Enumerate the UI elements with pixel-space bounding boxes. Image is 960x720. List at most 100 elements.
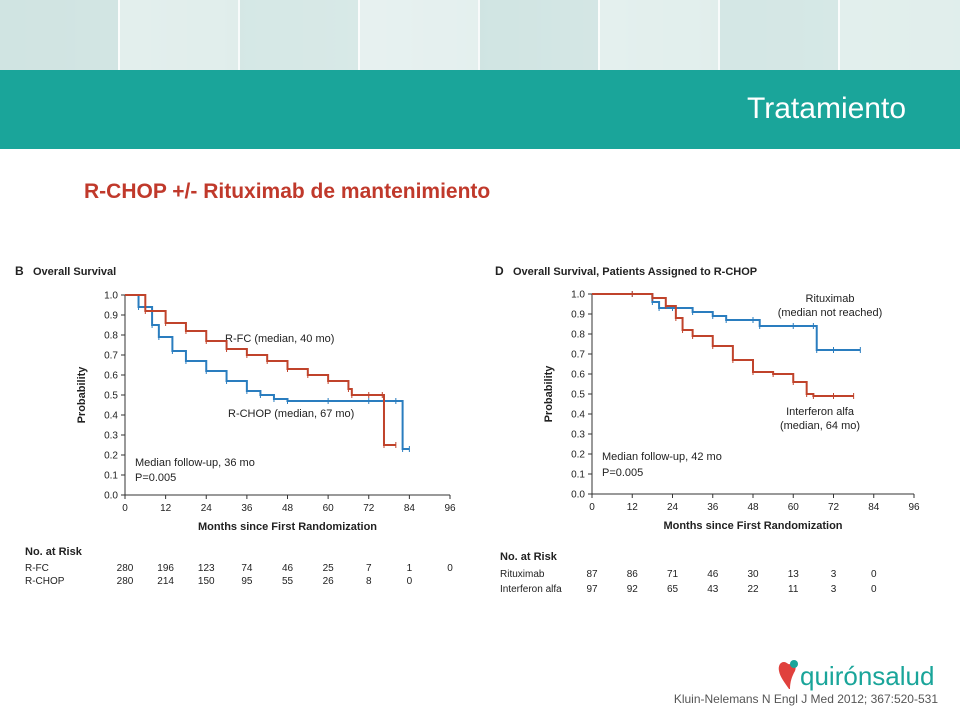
y-axis-label: Probability (76, 366, 88, 424)
slide-title: Tratamiento (747, 92, 906, 125)
risk-value: 8 (366, 576, 372, 587)
x-tick-label: 24 (667, 502, 679, 513)
risk-value: 86 (627, 569, 639, 580)
survival-curve-1 (125, 294, 410, 450)
risk-row-name: Rituximab (500, 569, 545, 580)
risk-row-name: Interferon alfa (500, 584, 562, 595)
risk-value: 11 (788, 584, 799, 595)
y-tick-label: 0.7 (104, 351, 118, 362)
risk-value: 87 (586, 569, 598, 580)
risk-value: 150 (198, 576, 215, 587)
annotation-text: Median follow-up, 42 mo (602, 451, 722, 463)
series-label: Interferon alfa (786, 406, 855, 418)
annotation-text: P=0.005 (602, 467, 643, 479)
risk-value: 0 (407, 576, 413, 587)
risk-value: 22 (747, 584, 759, 595)
risk-value: 92 (627, 584, 639, 595)
risk-value: 26 (323, 576, 335, 587)
x-tick-label: 60 (788, 502, 800, 513)
slide-subtitle: R-CHOP +/- Rituximab de mantenimiento (84, 180, 491, 203)
y-tick-label: 1.0 (104, 291, 118, 302)
photo-tile (600, 0, 720, 70)
risk-value: 3 (831, 584, 837, 595)
risk-value: 280 (117, 576, 134, 587)
y-tick-label: 0.3 (104, 431, 118, 442)
risk-value: 43 (707, 584, 719, 595)
chart-panel-d: D Overall Survival, Patients Assigned to … (495, 264, 920, 595)
risk-row-name: R-FC (25, 563, 49, 574)
y-tick-label: 0.2 (571, 450, 585, 461)
x-tick-label: 0 (589, 502, 595, 513)
series-label: Rituximab (806, 293, 855, 305)
risk-value: 0 (871, 569, 877, 580)
risk-value: 3 (831, 569, 837, 580)
y-tick-label: 0.4 (571, 410, 585, 421)
y-tick-label: 0.1 (571, 470, 585, 481)
risk-value: 97 (586, 584, 598, 595)
annotation-text: Median follow-up, 36 mo (135, 457, 255, 469)
photo-tile (120, 0, 240, 70)
y-tick-label: 0.3 (571, 430, 585, 441)
y-tick-label: 0.6 (571, 370, 585, 381)
chart-panel-b: B Overall Survival 0.0 0.1 0.2 0.3 0.4 0.5 0.6 0.… (15, 264, 456, 587)
risk-table-header: No. at Risk (500, 551, 558, 563)
risk-value: 71 (667, 569, 679, 580)
y-tick-label: 0.1 (104, 471, 118, 482)
series-label: R-FC (median, 40 mo) (225, 333, 334, 345)
risk-value: 123 (198, 563, 215, 574)
risk-value: 55 (282, 576, 294, 587)
x-tick-label: 72 (828, 502, 840, 513)
x-tick-label: 24 (201, 503, 213, 514)
y-tick-label: 0.8 (571, 330, 585, 341)
survival-curve-1 (592, 293, 861, 351)
series-label: (median not reached) (778, 307, 883, 319)
x-tick-label: 84 (404, 503, 416, 514)
photo-tile (360, 0, 480, 70)
photo-tile (240, 0, 360, 70)
panel-letter: D (495, 264, 504, 278)
y-tick-label: 0.0 (104, 491, 118, 502)
x-tick-label: 12 (160, 503, 172, 514)
risk-value: 1 (407, 563, 413, 574)
y-tick-label: 0.9 (104, 311, 118, 322)
y-tick-label: 0.6 (104, 371, 118, 382)
y-tick-label: 0.4 (104, 411, 118, 422)
survival-curve-2 (592, 293, 854, 397)
y-tick-label: 0.5 (104, 391, 118, 402)
chart-title: Overall Survival, Patients Assigned to R… (513, 266, 757, 278)
y-tick-label: 0.9 (571, 310, 585, 321)
x-tick-label: 0 (122, 503, 128, 514)
x-tick-label: 96 (444, 503, 456, 514)
title-band (0, 70, 960, 149)
x-tick-label: 48 (747, 502, 759, 513)
x-tick-label: 48 (282, 503, 294, 514)
panel-letter: B (15, 264, 24, 278)
y-tick-label: 0.0 (571, 490, 585, 501)
risk-table-header: No. at Risk (25, 546, 83, 558)
photo-tile (720, 0, 840, 70)
risk-value: 280 (117, 563, 134, 574)
survival-curve-2 (125, 294, 396, 446)
series-label: R-CHOP (median, 67 mo) (228, 408, 354, 420)
risk-value: 0 (447, 563, 453, 574)
chart-title: Overall Survival (33, 266, 116, 278)
photo-tile (0, 0, 120, 70)
y-tick-label: 0.7 (571, 350, 585, 361)
quironsalud-logo: quirónsalud (778, 660, 934, 691)
risk-value: 65 (667, 584, 679, 595)
risk-value: 196 (157, 563, 174, 574)
risk-row-name: R-CHOP (25, 576, 65, 587)
x-tick-label: 36 (707, 502, 719, 513)
x-axis-label: Months since First Randomization (198, 521, 377, 533)
x-tick-label: 36 (241, 503, 253, 514)
risk-value: 0 (871, 584, 877, 595)
x-tick-label: 84 (868, 502, 880, 513)
x-tick-label: 12 (627, 502, 639, 513)
y-tick-label: 1.0 (571, 290, 585, 301)
photo-tile (840, 0, 960, 70)
citation: Kluin-Nelemans N Engl J Med 2012; 367:52… (673, 692, 938, 706)
x-tick-label: 96 (908, 502, 920, 513)
x-tick-label: 72 (363, 503, 375, 514)
header-photo-strip (0, 0, 960, 70)
risk-value: 74 (241, 563, 253, 574)
